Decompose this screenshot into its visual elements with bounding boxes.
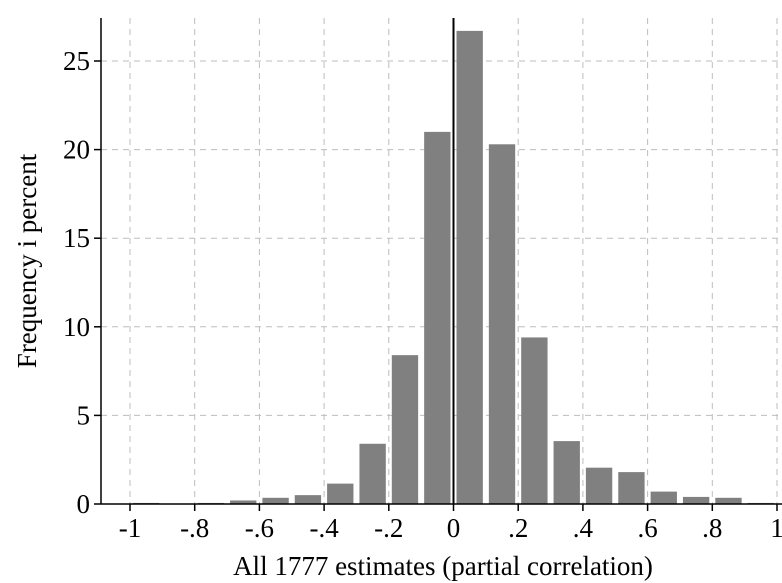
histogram-bar [585, 467, 613, 504]
histogram-bar [456, 30, 483, 504]
x-tick-label: -1 [119, 513, 142, 543]
y-tick-label: 15 [63, 223, 90, 253]
histogram-bar [359, 443, 386, 504]
histogram-bar [682, 496, 710, 504]
x-tick-label: -.8 [180, 513, 209, 543]
histogram-bar [488, 144, 516, 504]
histogram-bar [230, 500, 257, 504]
histogram-bar [650, 491, 677, 504]
histogram-bar [553, 441, 580, 504]
x-axis-title: All 1777 estimates (partial correlation) [233, 551, 653, 581]
histogram-bar [294, 495, 322, 504]
histogram-bar [618, 472, 645, 504]
y-tick-label: 25 [63, 46, 90, 76]
x-tick-label: -.6 [245, 513, 274, 543]
x-tick-label: 0 [447, 513, 461, 543]
histogram-bar [262, 497, 289, 504]
y-axis-title: Frequency i percent [12, 153, 42, 368]
x-tick-label: .8 [702, 513, 722, 543]
y-tick-label: 0 [77, 489, 91, 519]
y-tick-label: 5 [77, 400, 91, 430]
histogram-bar [715, 497, 742, 504]
y-tick-label: 20 [63, 135, 90, 165]
x-tick-label: .4 [573, 513, 594, 543]
x-tick-label: .2 [508, 513, 528, 543]
histogram-bar [424, 131, 451, 504]
x-tick-labels: -1 -.8 -.6 -.4 -.2 0 .2 .4 .6 .8 1 [119, 513, 782, 543]
histogram-bar [391, 355, 419, 504]
x-tick-label: 1 [770, 513, 782, 543]
axes [94, 18, 782, 511]
x-tick-label: -.4 [309, 513, 339, 543]
bars [133, 30, 774, 504]
y-tick-labels: 0 5 10 15 20 25 [63, 46, 90, 519]
histogram-bar [327, 483, 354, 504]
x-tick-label: -.2 [374, 513, 403, 543]
grid-lines [101, 18, 782, 504]
x-tick-label: .6 [637, 513, 657, 543]
histogram-bar [521, 337, 548, 504]
y-tick-label: 10 [63, 312, 90, 342]
